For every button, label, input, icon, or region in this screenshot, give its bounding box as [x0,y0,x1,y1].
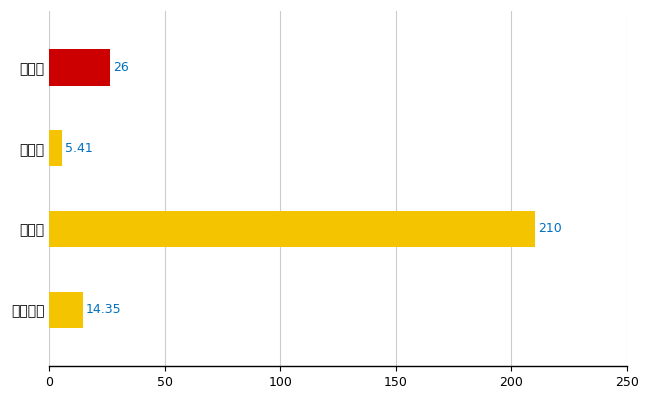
Text: 210: 210 [538,222,562,236]
Bar [49,50,110,86]
Bar [49,211,534,247]
Text: 5.41: 5.41 [66,142,93,155]
Text: 14.35: 14.35 [86,303,122,316]
Bar [49,130,62,166]
Bar [49,292,83,328]
Text: 26: 26 [113,61,129,74]
